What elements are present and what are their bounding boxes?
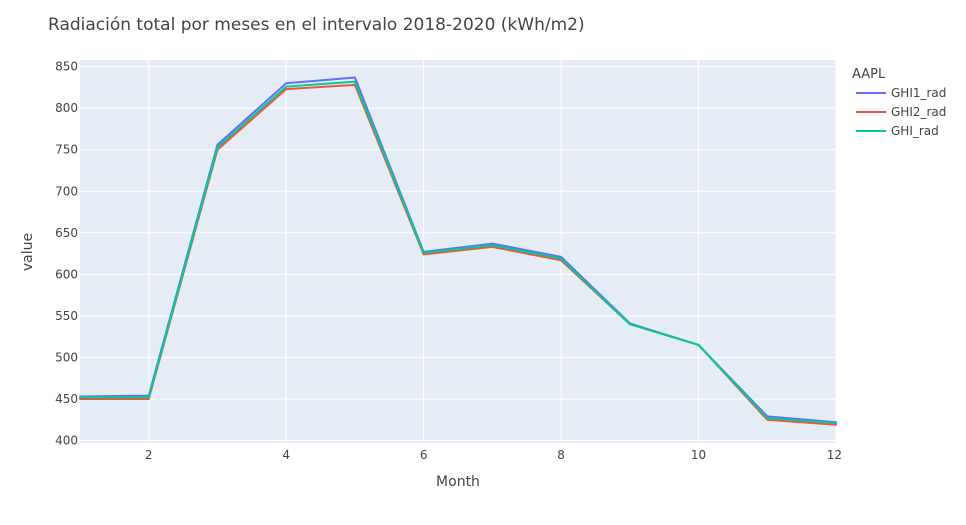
y-tick-label: 600	[55, 267, 78, 281]
grid-lines	[80, 60, 837, 443]
y-tick-label: 750	[55, 143, 78, 157]
x-tick-label: 8	[557, 448, 565, 462]
y-tick-label: 500	[55, 350, 78, 364]
y-tick-label: 450	[55, 392, 78, 406]
legend-title: AAPL	[852, 67, 886, 82]
y-axis-title: value	[20, 233, 36, 271]
x-axis-ticks: 2 4 6 8 10 12	[145, 448, 842, 462]
x-tick-label: 12	[827, 448, 842, 462]
x-tick-label: 4	[282, 448, 290, 462]
x-tick-label: 6	[420, 448, 428, 462]
legend-items: GHI1_rad GHI2_rad GHI_rad	[856, 86, 946, 138]
chart-title: Radiación total por meses en el interval…	[48, 15, 585, 35]
y-tick-label: 700	[55, 184, 78, 198]
series-line-ghi-rad	[79, 80, 837, 425]
y-tick-label: 400	[55, 434, 78, 448]
series-lines	[79, 76, 837, 426]
legend: AAPL GHI1_rad GHI2_rad GHI_rad	[852, 67, 946, 138]
legend-label: GHI1_rad	[891, 86, 946, 100]
x-axis-title: Month	[436, 474, 480, 490]
y-axis-ticks: 400 450 500 550 600 650 700 750 800 850	[55, 60, 78, 448]
y-tick-label: 800	[55, 101, 78, 115]
y-tick-label: 650	[55, 226, 78, 240]
y-tick-label: 550	[55, 309, 78, 323]
y-tick-label: 850	[55, 60, 78, 74]
legend-label: GHI_rad	[891, 124, 939, 138]
x-tick-label: 2	[145, 448, 153, 462]
x-tick-label: 10	[691, 448, 706, 462]
legend-label: GHI2_rad	[891, 105, 946, 119]
